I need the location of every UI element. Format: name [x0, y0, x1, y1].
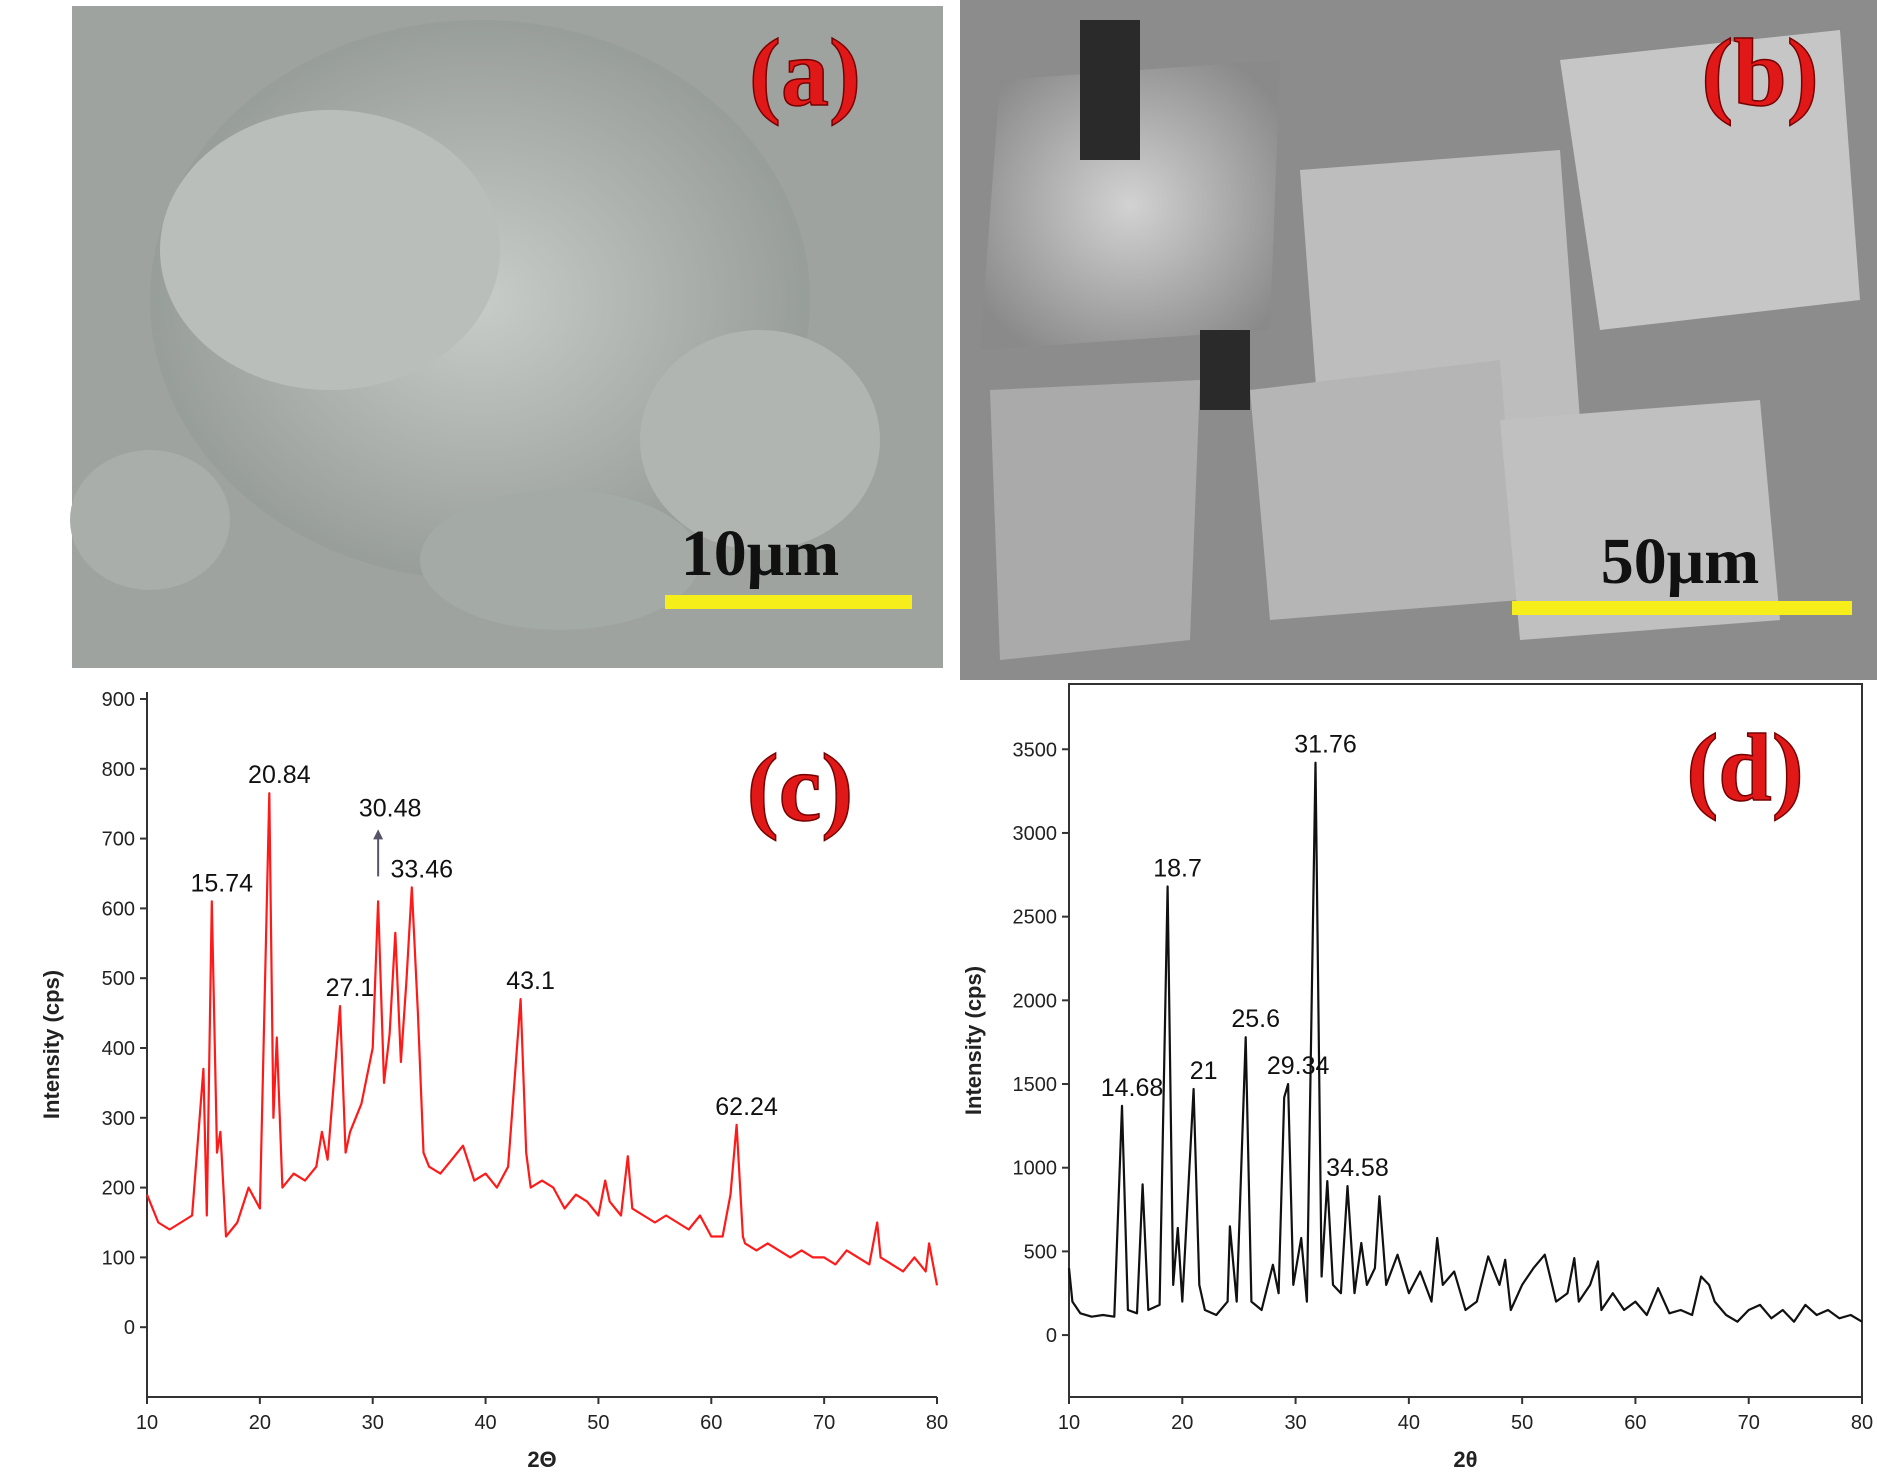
- peak-label: 33.46: [390, 855, 453, 883]
- peak-label: 20.84: [248, 761, 311, 789]
- sem-image-a: [70, 6, 943, 668]
- x-tick-label: 70: [1738, 1412, 1760, 1434]
- plot-frame: [1068, 683, 1863, 1398]
- peak-label: 15.74: [190, 869, 253, 897]
- panel-label: (d): [1686, 714, 1803, 821]
- x-tick-label: 70: [813, 1412, 835, 1434]
- y-tick-label: 3000: [1013, 823, 1058, 845]
- x-tick-label: 30: [1284, 1412, 1306, 1434]
- peak-label: 34.58: [1326, 1154, 1389, 1182]
- peak-label: 21: [1190, 1057, 1218, 1085]
- y-tick-label: 900: [102, 689, 135, 711]
- y-tick-label: 0: [124, 1317, 135, 1339]
- peak-label: 18.7: [1153, 855, 1202, 883]
- panel-label: (b): [1701, 19, 1818, 126]
- scale-bar-label: 10μm: [681, 517, 839, 590]
- peak-label: 27.1: [326, 974, 375, 1002]
- y-tick-label: 300: [102, 1108, 135, 1130]
- y-tick-label: 1500: [1013, 1074, 1058, 1096]
- panel-label: (a): [749, 19, 861, 126]
- x-tick-label: 20: [1171, 1412, 1193, 1434]
- peak-label: 30.48: [359, 794, 422, 822]
- x-tick-label: 60: [1624, 1412, 1646, 1434]
- annotation-arrowhead: [373, 829, 384, 840]
- scale-bar-label: 50μm: [1601, 525, 1759, 598]
- peak-label: 31.76: [1294, 731, 1357, 759]
- xrd-line: [145, 792, 939, 1286]
- y-tick-label: 1000: [1013, 1158, 1058, 1180]
- y-tick-label: 3500: [1013, 739, 1058, 761]
- y-axis-title: Intensity (cps): [39, 970, 64, 1119]
- y-tick-label: 500: [1024, 1241, 1057, 1263]
- peak-label: 14.68: [1101, 1074, 1164, 1102]
- x-tick-label: 50: [1511, 1412, 1533, 1434]
- peak-label: 62.24: [715, 1093, 778, 1121]
- xrd-line: [1067, 761, 1863, 1323]
- y-tick-label: 800: [102, 759, 135, 781]
- x-tick-label: 30: [362, 1412, 384, 1434]
- y-tick-label: 100: [102, 1247, 135, 1269]
- x-tick-label: 10: [1058, 1412, 1080, 1434]
- peak-label: 25.6: [1231, 1005, 1280, 1033]
- y-tick-label: 2000: [1013, 990, 1058, 1012]
- x-tick-label: 40: [474, 1412, 496, 1434]
- x-tick-label: 80: [926, 1412, 948, 1434]
- x-tick-label: 10: [136, 1412, 158, 1434]
- peak-label: 29.34: [1267, 1052, 1330, 1080]
- x-axis-title: 2Θ: [527, 1447, 556, 1472]
- peak-label: 43.1: [506, 967, 555, 995]
- x-tick-label: 40: [1398, 1412, 1420, 1434]
- x-tick-label: 20: [249, 1412, 271, 1434]
- y-tick-label: 0: [1046, 1325, 1057, 1347]
- y-tick-label: 2500: [1013, 907, 1058, 929]
- y-tick-label: 500: [102, 968, 135, 990]
- y-tick-label: 400: [102, 1038, 135, 1060]
- y-tick-label: 200: [102, 1178, 135, 1200]
- x-tick-label: 60: [700, 1412, 722, 1434]
- y-tick-label: 600: [102, 898, 135, 920]
- panel-label: (c): [747, 734, 854, 841]
- x-tick-label: 80: [1851, 1412, 1873, 1434]
- sem-image-b: [960, 0, 1877, 680]
- x-axis-title: 2θ: [1453, 1447, 1477, 1472]
- x-tick-label: 50: [587, 1412, 609, 1434]
- y-axis-title: Intensity (cps): [961, 966, 986, 1115]
- y-tick-label: 700: [102, 829, 135, 851]
